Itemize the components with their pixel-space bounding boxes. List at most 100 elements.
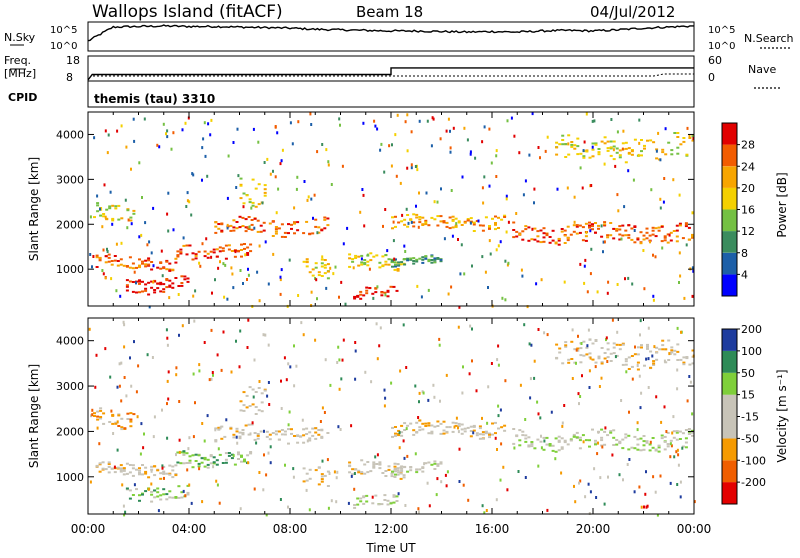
heatmap-cell [433,462,437,465]
heatmap-cell [325,148,328,152]
heatmap-cell [274,430,278,433]
heatmap-cell [688,375,691,378]
heatmap-cell [579,479,582,483]
heatmap-cell [563,229,567,232]
heatmap-cell [262,221,266,224]
heatmap-cell [398,431,401,435]
heatmap-cell [238,226,242,229]
heatmap-cell [223,295,226,299]
heatmap-cell [239,177,243,180]
heatmap-cell [504,259,507,263]
heatmap-cell [522,193,525,197]
heatmap-cell [212,456,216,459]
heatmap-cell [225,418,228,422]
heatmap-cell [448,227,452,230]
heatmap-cell [600,347,604,349]
heatmap-cell [442,221,446,224]
heatmap-cell [649,440,652,444]
heatmap-cell [128,256,132,259]
heatmap-cell [188,483,191,487]
heatmap-cell [651,233,655,236]
nave-tick-bottom: 0 [708,71,715,84]
heatmap-cell [215,479,218,483]
heatmap-cell [630,355,634,357]
heatmap-cell [630,227,634,230]
heatmap-cell [651,437,655,439]
heatmap-cell [594,365,597,369]
heatmap-cell [362,294,366,297]
heatmap-cell [578,231,582,234]
heatmap-cell [186,199,189,203]
heatmap-cell [150,469,153,473]
heatmap-cell [555,357,559,360]
heatmap-cell [490,161,493,165]
heatmap-cell [591,223,594,226]
heatmap-cell [439,399,441,403]
heatmap-cell [636,438,640,441]
heatmap-cell [391,259,394,262]
heatmap-cell [98,256,102,259]
heatmap-cell [96,410,100,413]
heatmap-cell [305,220,309,223]
heatmap-cell [481,431,485,434]
heatmap-cell [263,429,265,433]
heatmap-cell [182,451,186,454]
heatmap-cell [374,494,378,497]
heatmap-cell [642,249,645,252]
heatmap-cell [250,219,254,221]
heatmap-cell [406,225,410,228]
heatmap-cell [530,441,534,443]
heatmap-cell [150,465,154,468]
heatmap-cell [558,351,562,354]
heatmap-cell [584,239,588,242]
heatmap-cell [659,474,662,478]
colorbar-swatch [722,274,737,296]
heatmap-cell [138,469,141,472]
heatmap-cell [594,222,597,224]
heatmap-cell [661,344,665,347]
heatmap-cell [197,465,201,468]
heatmap-cell [138,279,141,282]
heatmap-cell [293,232,296,235]
heatmap-cell [119,467,123,470]
heatmap-cell [430,216,434,219]
heatmap-cell [110,467,114,470]
heatmap-cell [338,387,341,391]
heatmap-cell [472,429,476,432]
heatmap-cell [605,336,608,340]
heatmap-cell [591,358,595,361]
colorbar-swatch [722,209,737,232]
heatmap-cell [122,467,126,470]
heatmap-cell [214,221,218,224]
heatmap-cell [147,259,151,262]
heatmap-cell [611,453,614,457]
heatmap-cell [439,422,443,425]
heatmap-cell [676,483,679,486]
heatmap-cell [201,422,204,425]
heatmap-cell [439,462,443,465]
heatmap-cell [201,500,204,504]
heatmap-cell [219,426,222,430]
heatmap-cell [624,277,626,281]
heatmap-cell [588,445,591,448]
heatmap-cell [535,282,538,286]
heatmap-cell [433,218,437,221]
heatmap-cell [529,377,532,381]
heatmap-cell [315,278,318,282]
heatmap-cell [127,218,130,222]
heatmap-cell [588,338,592,341]
heatmap-cell [583,264,586,268]
heatmap-cell [640,346,643,349]
heatmap-cell [242,391,246,394]
heatmap-cell [594,439,597,442]
heatmap-cell [212,461,216,464]
heatmap-cell [676,359,680,361]
heatmap-cell [363,263,367,266]
heatmap-cell [310,123,313,126]
heatmap-cell [186,484,190,487]
heatmap-cell [293,384,296,388]
heatmap-cell [365,289,369,292]
heatmap-cell [218,501,221,505]
heatmap-cell [122,473,126,476]
heatmap-cell [468,372,471,376]
